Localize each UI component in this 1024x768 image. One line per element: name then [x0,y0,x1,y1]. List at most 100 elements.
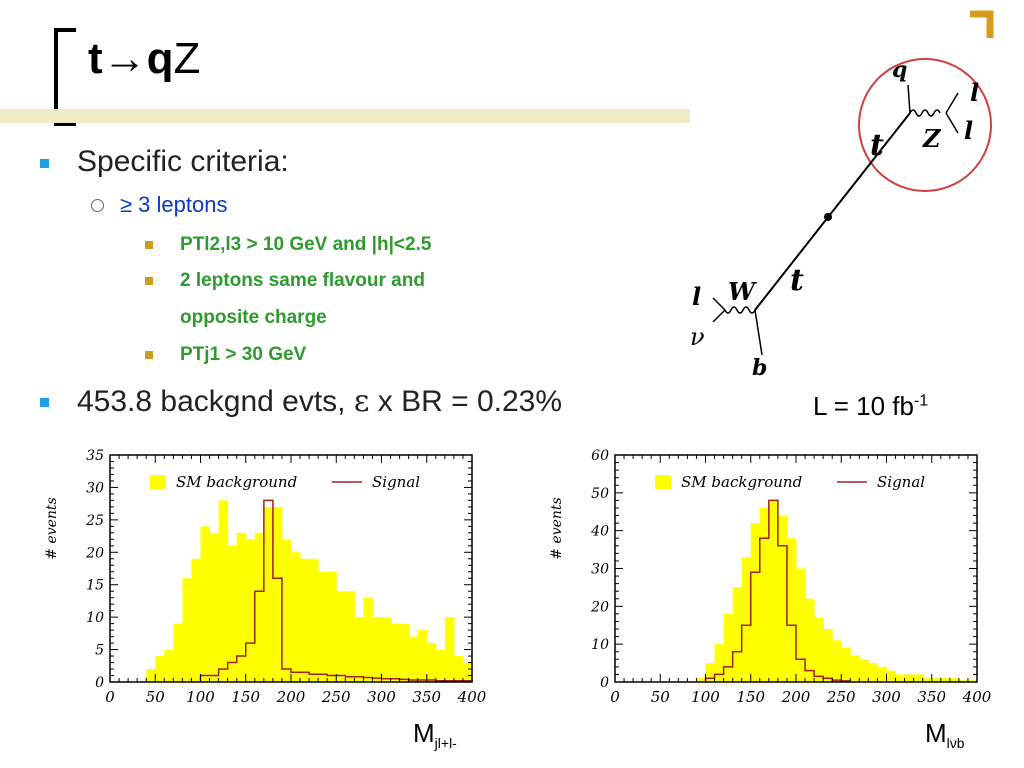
background-bar [191,558,201,682]
title-bracket-decoration [54,28,76,126]
production-vertex [824,213,832,221]
background-bar [327,571,337,682]
mass-label-left: Mjl+l- [413,718,457,751]
label-l1: l [970,78,979,107]
background-bar [399,623,410,682]
mass-label-right: Mlνb [925,718,965,751]
x-tick-label: 200 [781,688,811,706]
title-underline-bar [0,109,690,123]
label-l2: l [964,116,973,145]
histogram-mass-lvb: 0 50 100 150 200 250 300 350 400 0 10 20 30 40 50 60 # e… [549,448,992,706]
background-bar [336,591,346,682]
y-tick-label: 0 [600,675,609,691]
label-b: b [752,355,767,381]
background-bar [291,552,301,682]
legend-label-signal: Signal [877,473,925,491]
background-bar [200,526,211,682]
background-bar [949,678,960,682]
y-tick-label: 35 [86,448,104,464]
background-bar [309,558,319,682]
background-bar [732,587,743,682]
x-tick-label: 400 [962,688,992,706]
background-bar [786,538,797,682]
background-bar [750,523,761,682]
background-bar [759,507,770,682]
background-bar [741,557,752,682]
top-line [754,112,911,311]
background-bar [859,659,869,682]
sub-sub-bullet-marker [145,277,153,285]
background-bar [723,613,734,682]
y-tick-label: 30 [86,480,104,496]
y-tick-label: 20 [590,599,609,615]
background-bar [958,680,969,682]
x-tick-label: 300 [872,688,901,706]
x-tick-label: 150 [231,688,260,706]
x-tick-label: 50 [651,688,671,706]
background-bar [426,643,437,682]
background-bar [967,680,978,682]
y-axis-label: # events [44,497,60,560]
background-bar [318,571,328,682]
background-bar [453,656,464,682]
x-tick-label: 0 [610,688,620,706]
x-tick-label: 150 [736,688,765,706]
background-bar [814,617,824,682]
background-bar [417,630,428,682]
background-bar [696,678,706,682]
y-tick-label: 10 [86,610,104,626]
x-tick-label: 350 [917,688,946,706]
label-z: Z [922,124,942,153]
background-bar [895,674,906,682]
background-bar [444,617,455,682]
b-quark-line [754,309,763,356]
w-boson-wiggle [724,306,756,314]
background-bar [173,623,183,682]
y-axis-label: # events [549,497,565,560]
quark-line [907,84,911,114]
decay-vertex-circle [858,58,992,192]
x-tick-label: 100 [186,688,215,706]
lepton-line-3 [712,297,726,311]
title-arrow: → [102,34,147,83]
background-bar [931,678,942,682]
background-bar [372,617,382,682]
x-tick-label: 100 [691,688,720,706]
background-bar [705,663,716,682]
z-boson-wiggle [909,109,941,117]
background-bar [263,506,274,682]
background-bar [254,532,265,682]
background-bar [777,515,788,682]
signal-line [199,499,473,682]
luminosity-label: L = 10 fb-1 [813,391,928,422]
background-bar [300,558,310,682]
label-q: q [892,57,907,83]
bullet-specific-criteria: Specific criteria: [77,145,289,178]
background-bar [768,500,779,682]
y-tick-label: 15 [86,578,104,594]
background-bar [182,578,192,682]
epsilon-symbol: ε [353,384,370,419]
background-bar [354,617,364,682]
x-tick-label: 250 [321,688,351,706]
background-bar [155,656,165,682]
background-bar [796,568,806,682]
background-bar [381,617,392,682]
background-bar [209,532,220,682]
sub-sub-bullet-marker [145,351,153,359]
x-tick-label: 350 [412,688,441,706]
bg-events-text: 453.8 backgnd evts, [77,385,354,418]
background-bar [363,597,373,682]
label-t1: t [870,128,884,163]
criterion-pt-leptons: PTl2,l3 > 10 GeV and |h|<2.5 [180,234,432,255]
x-tick-label: 250 [826,688,856,706]
background-bar [823,629,833,682]
criterion-opposite-charge: opposite charge [180,307,327,328]
bullet-marker [40,398,49,407]
luminosity-text: L = 10 fb [813,391,914,421]
background-bar [390,623,401,682]
mass-label-right-sub: lνb [946,735,965,752]
background-bar [805,598,815,682]
y-tick-label: 60 [591,448,609,464]
label-w: W [728,277,757,306]
